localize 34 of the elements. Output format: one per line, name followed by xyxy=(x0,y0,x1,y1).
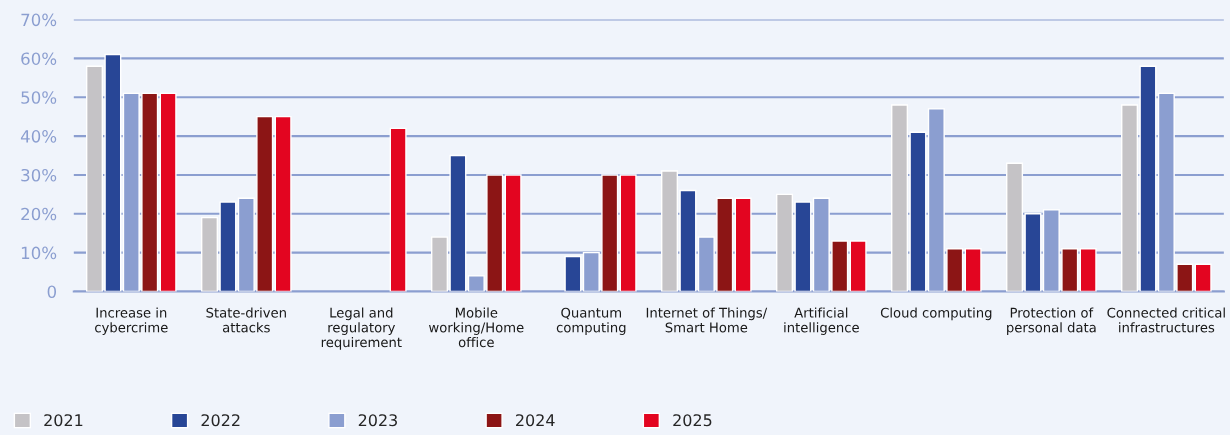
legend-label: 2021 xyxy=(44,414,83,427)
x-tick-label: Protection of personal data xyxy=(1007,307,1096,335)
bar xyxy=(964,248,982,292)
x-tick-label: Connected critical infrastructures xyxy=(1107,307,1225,333)
y-tick-label: 60% xyxy=(21,52,57,65)
bar xyxy=(849,240,867,292)
bar xyxy=(159,92,177,292)
x-tick-label: Internet of Things/ Smart Home xyxy=(646,307,768,333)
y-tick-label: 70% xyxy=(21,13,57,27)
x-tick-label: Artificial intelligence xyxy=(784,307,859,335)
bar xyxy=(504,174,522,292)
y-tick-label: 10% xyxy=(21,246,57,260)
x-tick-label: Mobile working/Home office xyxy=(429,307,524,348)
x-tick-label: Quantum computing xyxy=(556,307,626,335)
legend-label: 2023 xyxy=(358,414,397,427)
x-tick-label: Increase in cybercrime xyxy=(95,307,168,335)
y-tick-label: 40% xyxy=(20,130,57,143)
y-tick-label: 50% xyxy=(21,91,57,104)
y-tick-label: 30% xyxy=(21,168,57,182)
bar xyxy=(1079,248,1097,292)
x-tick-label: State-driven attacks xyxy=(206,307,286,333)
legend-label: 2024 xyxy=(516,414,555,427)
y-tick-label: 20% xyxy=(21,207,57,221)
legend-label: 2025 xyxy=(673,414,712,427)
bar xyxy=(1194,263,1212,292)
legend-label: 2022 xyxy=(201,414,240,427)
x-tick-label: Cloud computing xyxy=(880,307,992,321)
bar xyxy=(389,127,407,292)
y-tick-label: 0 xyxy=(47,285,57,299)
bar xyxy=(564,255,582,292)
bar xyxy=(734,197,752,292)
bar xyxy=(619,174,637,292)
x-tick-label: Legal and regulatory requirement xyxy=(321,307,402,350)
bar xyxy=(274,115,292,292)
